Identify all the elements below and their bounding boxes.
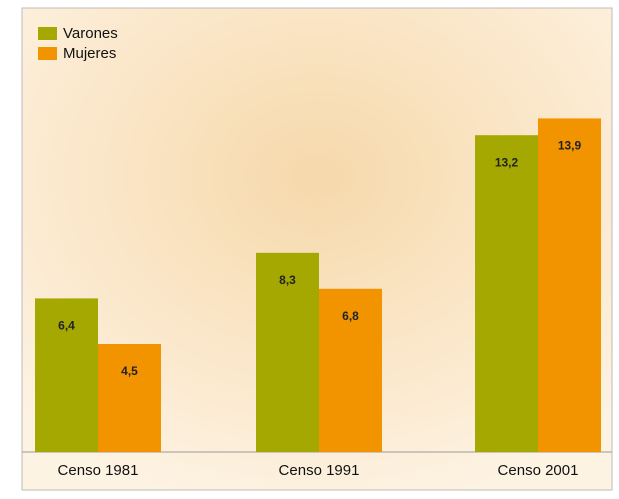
legend-swatch <box>38 47 57 60</box>
bar <box>256 252 319 452</box>
legend-label: Mujeres <box>63 45 116 62</box>
x-tick-label: Censo 2001 <box>498 462 579 479</box>
bar <box>35 298 98 452</box>
value-label: 13,9 <box>558 139 582 153</box>
bar <box>98 344 161 452</box>
bar <box>475 135 538 452</box>
x-tick-label: Censo 1981 <box>58 462 139 479</box>
value-label: 13,2 <box>495 155 519 169</box>
bar <box>319 288 382 452</box>
legend-label: Varones <box>63 25 118 42</box>
value-label: 4,5 <box>121 364 138 378</box>
value-label: 8,3 <box>279 273 296 287</box>
value-label: 6,4 <box>58 319 75 333</box>
bar <box>538 118 601 453</box>
x-tick-label: Censo 1991 <box>279 462 360 479</box>
legend-swatch <box>38 27 57 40</box>
value-label: 6,8 <box>342 309 359 323</box>
